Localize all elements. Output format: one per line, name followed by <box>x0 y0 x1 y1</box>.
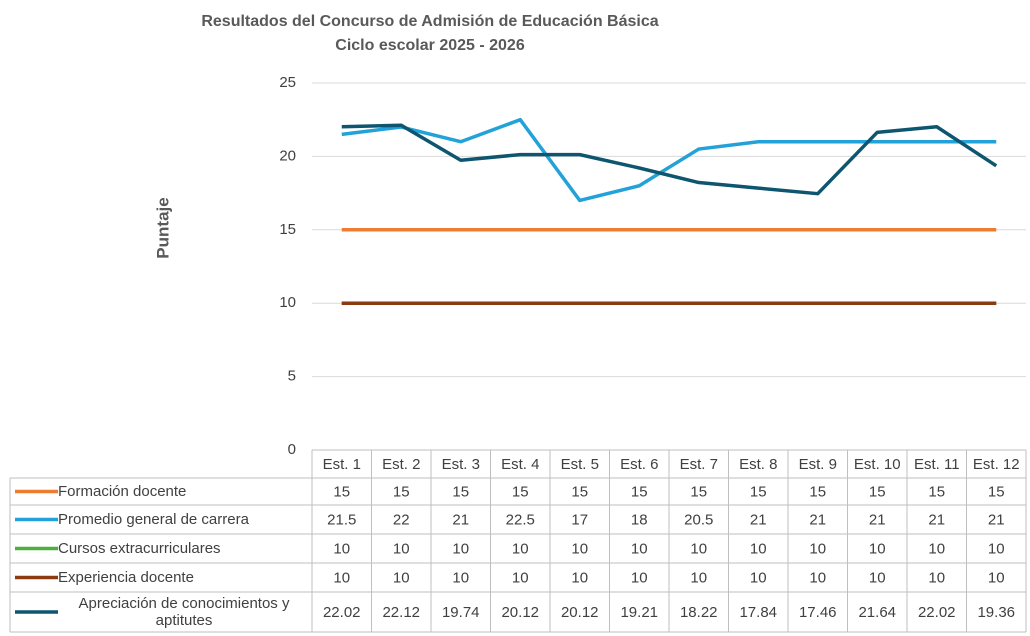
table-value: 10 <box>809 540 826 557</box>
table-value: 10 <box>512 569 529 586</box>
x-tick-label: Est. 8 <box>739 456 777 473</box>
table-value: 15 <box>393 483 410 500</box>
legend-label-box: Promedio general de carrera <box>58 511 249 528</box>
table-value: 15 <box>631 483 648 500</box>
table-value: 10 <box>452 540 469 557</box>
y-tick-label: 25 <box>279 74 296 91</box>
x-tick-label: Est. 5 <box>561 456 599 473</box>
table-value: 10 <box>512 540 529 557</box>
x-tick-label: Est. 10 <box>854 456 901 473</box>
table-value: 10 <box>750 569 767 586</box>
x-tick-label: Est. 9 <box>799 456 837 473</box>
legend-label: Experiencia docente <box>58 569 194 586</box>
table-value: 15 <box>452 483 469 500</box>
table-value: 10 <box>869 569 886 586</box>
y-tick-label: 0 <box>288 441 296 458</box>
series-line <box>341 123 998 196</box>
table-value: 10 <box>333 569 350 586</box>
x-tick-label: Est. 2 <box>382 456 420 473</box>
table-value: 10 <box>571 540 588 557</box>
table-value: 10 <box>631 540 648 557</box>
table-value: 21 <box>869 511 886 528</box>
table-value: 15 <box>512 483 529 500</box>
legend-label-box: Formación docente <box>58 483 187 500</box>
table-value: 22.02 <box>323 604 361 621</box>
table-value: 15 <box>988 483 1005 500</box>
table-value: 10 <box>988 540 1005 557</box>
table-value: 10 <box>690 569 707 586</box>
table-value: 21 <box>928 511 945 528</box>
table-value: 21 <box>988 511 1005 528</box>
table-value: 17.84 <box>739 604 777 621</box>
table-value: 15 <box>333 483 350 500</box>
x-tick-label: Est. 4 <box>501 456 539 473</box>
x-tick-label: Est. 12 <box>973 456 1020 473</box>
table-value: 20.12 <box>501 604 539 621</box>
table-value: 15 <box>690 483 707 500</box>
table-value: 19.36 <box>977 604 1015 621</box>
y-tick-label: 15 <box>279 221 296 238</box>
table-value: 22 <box>393 511 410 528</box>
legend-label: Promedio general de carrera <box>58 511 249 528</box>
legend-label-box: Experiencia docente <box>58 569 194 586</box>
table-value: 10 <box>393 540 410 557</box>
table-value: 17.46 <box>799 604 837 621</box>
table-value: 10 <box>393 569 410 586</box>
table-value: 10 <box>690 540 707 557</box>
table-value: 20.12 <box>561 604 599 621</box>
table-value: 10 <box>928 540 945 557</box>
table-value: 10 <box>333 540 350 557</box>
table-value: 15 <box>750 483 767 500</box>
x-tick-label: Est. 1 <box>323 456 361 473</box>
table-value: 22.5 <box>506 511 535 528</box>
y-tick-label: 20 <box>279 147 296 164</box>
table-value: 18 <box>631 511 648 528</box>
table-value: 21.64 <box>858 604 896 621</box>
series-line <box>341 117 997 203</box>
legend-label: Apreciación de conocimientos y aptitutes <box>78 595 290 629</box>
table-value: 15 <box>571 483 588 500</box>
table-value: 19.74 <box>442 604 480 621</box>
table-value: 18.22 <box>680 604 718 621</box>
table-value: 15 <box>809 483 826 500</box>
table-value: 21 <box>452 511 469 528</box>
y-axis-label: Puntaje <box>153 197 172 258</box>
table-value: 10 <box>571 569 588 586</box>
table-value: 15 <box>869 483 886 500</box>
table-value: 10 <box>928 569 945 586</box>
table-value: 19.21 <box>620 604 658 621</box>
chart-subtitle: Ciclo escolar 2025 - 2026 <box>335 37 525 54</box>
y-tick-label: 5 <box>288 368 296 385</box>
chart-title: Resultados del Concurso de Admisión de E… <box>201 13 658 30</box>
table-value: 17 <box>571 511 588 528</box>
table-value: 10 <box>750 540 767 557</box>
x-tick-label: Est. 7 <box>680 456 718 473</box>
table-value: 10 <box>869 540 886 557</box>
x-tick-label: Est. 6 <box>620 456 658 473</box>
x-tick-label: Est. 11 <box>914 456 960 473</box>
table-value: 10 <box>631 569 648 586</box>
table-value: 21 <box>809 511 826 528</box>
table-value: 10 <box>809 569 826 586</box>
table-value: 20.5 <box>684 511 713 528</box>
legend-label: Formación docente <box>58 483 187 500</box>
table-value: 22.12 <box>382 604 420 621</box>
y-tick-label: 10 <box>279 294 296 311</box>
table-value: 21 <box>750 511 767 528</box>
table-value: 21.5 <box>327 511 356 528</box>
legend-label: Cursos extracurriculares <box>58 540 221 557</box>
legend-label-box: Cursos extracurriculares <box>58 540 221 557</box>
x-tick-label: Est. 3 <box>442 456 480 473</box>
table-value: 22.02 <box>918 604 956 621</box>
table-value: 10 <box>988 569 1005 586</box>
table-value: 10 <box>452 569 469 586</box>
table-value: 15 <box>928 483 945 500</box>
legend-label-box: Apreciación de conocimientos y aptitutes <box>78 595 290 629</box>
